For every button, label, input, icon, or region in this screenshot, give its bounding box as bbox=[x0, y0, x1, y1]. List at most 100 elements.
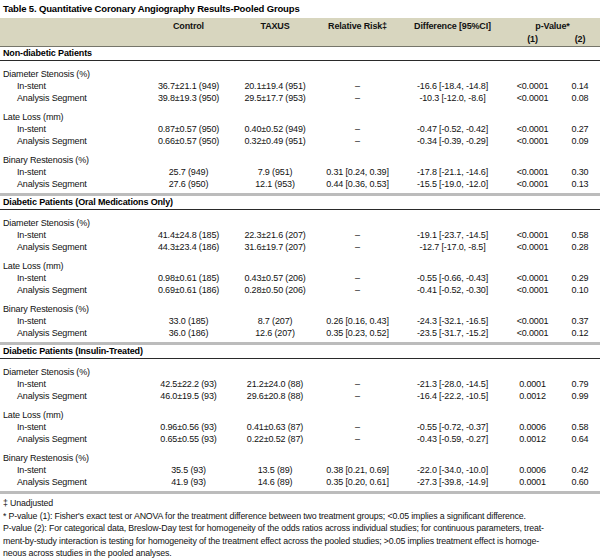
group-label: Binary Restenosis (%) bbox=[0, 154, 600, 166]
control-value: 25.7 (949) bbox=[142, 166, 235, 178]
table-row: In-stent42.5±22.2 (93)21.2±24.0 (88)–-21… bbox=[0, 378, 600, 390]
p2-value: 0.79 bbox=[560, 378, 600, 390]
control-value: 0.98±0.61 (185) bbox=[142, 272, 235, 284]
row-label: In-stent bbox=[0, 123, 142, 135]
relative-risk-value: – bbox=[315, 123, 400, 135]
table-section: Non-diabetic PatientsDiameter Stenosis (… bbox=[0, 47, 600, 193]
table-body: Non-diabetic PatientsDiameter Stenosis (… bbox=[0, 47, 600, 494]
col-header-p2: (2) bbox=[560, 33, 600, 46]
relative-risk-value: – bbox=[315, 421, 400, 433]
taxus-value: 0.41±0.63 (87) bbox=[235, 421, 315, 433]
taxus-value: 0.40±0.52 (949) bbox=[235, 123, 315, 135]
control-value: 39.8±19.3 (950) bbox=[142, 92, 235, 104]
group-label: Late Loss (mm) bbox=[0, 409, 600, 421]
difference-value: -12.7 [-17.0, -8.5] bbox=[400, 241, 505, 253]
footnotes: ‡ Unadjusted * P-value (1): Fisher's exa… bbox=[0, 494, 600, 558]
group-label: Late Loss (mm) bbox=[0, 260, 600, 272]
p2-value: 0.09 bbox=[560, 135, 600, 147]
column-header-row-1: Control TAXUS Relative Risk‡ Difference … bbox=[0, 20, 600, 33]
difference-value: -17.8 [-21.1, -14.6] bbox=[400, 166, 505, 178]
table-row: In-stent41.4±24.8 (185)22.3±21.6 (207)–-… bbox=[0, 229, 600, 241]
p1-value: <0.0001 bbox=[505, 284, 560, 296]
difference-value: -0.43 [-0.59, -0.27] bbox=[400, 433, 505, 445]
control-value: 41.9 (93) bbox=[142, 476, 235, 488]
p1-value: 0.0006 bbox=[505, 421, 560, 433]
relative-risk-value: – bbox=[315, 378, 400, 390]
row-label: Analysis Segment bbox=[0, 327, 142, 339]
row-label: In-stent bbox=[0, 229, 142, 241]
column-header-row-2: (1) (2) bbox=[0, 33, 600, 46]
group-label: Binary Restenosis (%) bbox=[0, 303, 600, 315]
table-row: In-stent25.7 (949)7.9 (951)0.31 [0.24, 0… bbox=[0, 166, 600, 178]
p2-value: 0.14 bbox=[560, 80, 600, 92]
taxus-value: 0.43±0.57 (206) bbox=[235, 272, 315, 284]
taxus-value: 13.5 (89) bbox=[235, 464, 315, 476]
col-header-p1: (1) bbox=[505, 33, 560, 46]
p2-value: 0.13 bbox=[560, 178, 600, 190]
taxus-value: 7.9 (951) bbox=[235, 166, 315, 178]
label-column-spacer bbox=[0, 20, 142, 33]
difference-value: -24.3 [-32.1, -16.5] bbox=[400, 315, 505, 327]
p2-value: 0.58 bbox=[560, 229, 600, 241]
difference-value: -0.34 [-0.39, -0.29] bbox=[400, 135, 505, 147]
row-label: Analysis Segment bbox=[0, 433, 142, 445]
row-label: In-stent bbox=[0, 464, 142, 476]
p1-value: <0.0001 bbox=[505, 80, 560, 92]
p2-value: 0.28 bbox=[560, 241, 600, 253]
p1-value: <0.0001 bbox=[505, 272, 560, 284]
table-column-header: Control TAXUS Relative Risk‡ Difference … bbox=[0, 18, 600, 47]
col-header-difference: Difference [95%CI] bbox=[400, 20, 505, 33]
relative-risk-value: 0.31 [0.24, 0.39] bbox=[315, 166, 400, 178]
taxus-value: 14.6 (89) bbox=[235, 476, 315, 488]
footnote-p-value-2-line-3: neous across studies in the pooled analy… bbox=[3, 547, 596, 558]
p1-value: 0.0006 bbox=[505, 464, 560, 476]
relative-risk-value: – bbox=[315, 284, 400, 296]
difference-value: -0.55 [-0.72, -0.37] bbox=[400, 421, 505, 433]
row-label: In-stent bbox=[0, 421, 142, 433]
table-row: Analysis Segment36.0 (186)12.6 (207)0.35… bbox=[0, 327, 600, 339]
relative-risk-value: 0.26 [0.16, 0.43] bbox=[315, 315, 400, 327]
row-label: In-stent bbox=[0, 315, 142, 327]
control-value: 41.4±24.8 (185) bbox=[142, 229, 235, 241]
p1-value: 0.0012 bbox=[505, 390, 560, 402]
p2-value: 0.60 bbox=[560, 476, 600, 488]
relative-risk-value: – bbox=[315, 272, 400, 284]
table-row: Analysis Segment44.3±23.4 (186)31.6±19.7… bbox=[0, 241, 600, 253]
table-row: Analysis Segment27.6 (950)12.1 (953)0.44… bbox=[0, 178, 600, 190]
taxus-value: 0.22±0.52 (87) bbox=[235, 433, 315, 445]
relative-risk-value: 0.44 [0.36, 0.53] bbox=[315, 178, 400, 190]
difference-value: -0.55 [-0.66, -0.43] bbox=[400, 272, 505, 284]
difference-value: -0.41 [-0.52, -0.30] bbox=[400, 284, 505, 296]
taxus-value: 0.28±0.50 (206) bbox=[235, 284, 315, 296]
p2-value: 0.37 bbox=[560, 315, 600, 327]
p1-value: <0.0001 bbox=[505, 315, 560, 327]
p2-value: 0.27 bbox=[560, 123, 600, 135]
taxus-value: 12.6 (207) bbox=[235, 327, 315, 339]
table-title: Table 5. Quantitative Coronary Angiograp… bbox=[0, 0, 600, 16]
table-section: Diabetic Patients (Insulin-Treated)Diame… bbox=[0, 342, 600, 494]
control-value: 35.5 (93) bbox=[142, 464, 235, 476]
row-label: Analysis Segment bbox=[0, 135, 142, 147]
relative-risk-value: – bbox=[315, 135, 400, 147]
footnote-p-value-1: * P-value (1): Fisher's exact test or AN… bbox=[3, 510, 596, 523]
control-value: 33.0 (185) bbox=[142, 315, 235, 327]
difference-value: -16.6 [-18.4, -14.8] bbox=[400, 80, 505, 92]
relative-risk-value: 0.35 [0.20, 0.61] bbox=[315, 476, 400, 488]
table-row: Analysis Segment39.8±19.3 (950)29.5±17.7… bbox=[0, 92, 600, 104]
control-value: 0.96±0.56 (93) bbox=[142, 421, 235, 433]
row-label: Analysis Segment bbox=[0, 92, 142, 104]
p1-value: <0.0001 bbox=[505, 229, 560, 241]
table-row: In-stent0.87±0.57 (950)0.40±0.52 (949)–-… bbox=[0, 123, 600, 135]
table-row: Analysis Segment41.9 (93)14.6 (89)0.35 [… bbox=[0, 476, 600, 488]
taxus-value: 20.1±19.4 (951) bbox=[235, 80, 315, 92]
taxus-value: 31.6±19.7 (207) bbox=[235, 241, 315, 253]
relative-risk-value: – bbox=[315, 80, 400, 92]
control-value: 0.66±0.57 (950) bbox=[142, 135, 235, 147]
control-value: 0.65±0.55 (93) bbox=[142, 433, 235, 445]
p2-value: 0.58 bbox=[560, 421, 600, 433]
table-row: In-stent33.0 (185)8.7 (207)0.26 [0.16, 0… bbox=[0, 315, 600, 327]
p2-value: 0.99 bbox=[560, 390, 600, 402]
group-label: Diameter Stenosis (%) bbox=[0, 217, 600, 229]
difference-value: -16.4 [-22.2, -10.5] bbox=[400, 390, 505, 402]
difference-value: -27.3 [-39.8, -14.9] bbox=[400, 476, 505, 488]
